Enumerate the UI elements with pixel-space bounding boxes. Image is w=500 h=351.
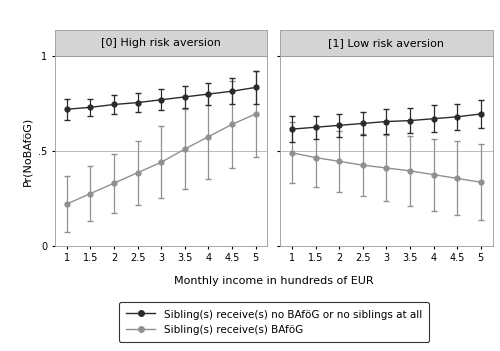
Text: [1] Low risk aversion: [1] Low risk aversion bbox=[328, 38, 444, 48]
Y-axis label: Pr(NoBAföG): Pr(NoBAföG) bbox=[22, 116, 32, 186]
Text: [0] High risk aversion: [0] High risk aversion bbox=[102, 38, 221, 48]
Text: Monthly income in hundreds of EUR: Monthly income in hundreds of EUR bbox=[174, 276, 374, 285]
Legend: Sibling(s) receive(s) no BAföG or no siblings at all, Sibling(s) receive(s) BAfö: Sibling(s) receive(s) no BAföG or no sib… bbox=[119, 302, 429, 342]
